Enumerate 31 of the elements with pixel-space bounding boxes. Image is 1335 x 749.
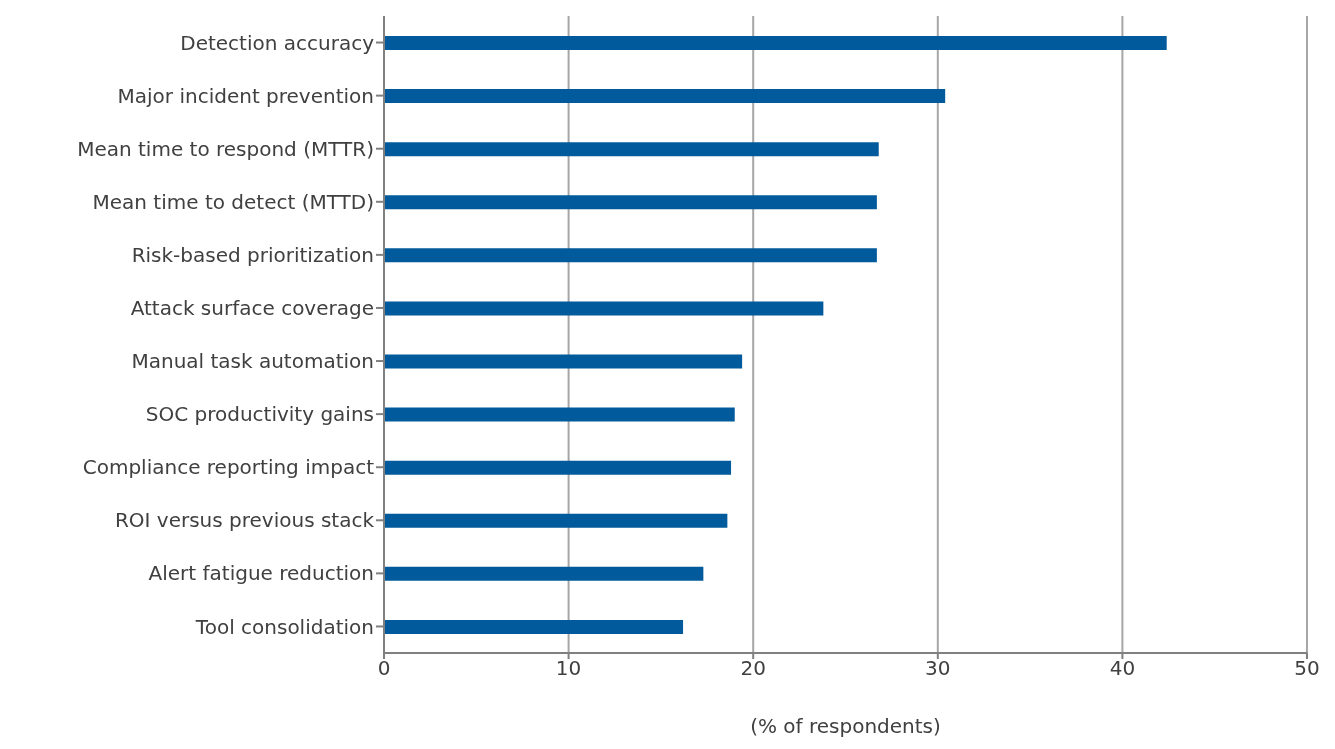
x-tick-label: 10	[555, 656, 582, 681]
bar	[384, 195, 877, 210]
bar	[384, 460, 732, 475]
x-axis-title: (% of respondents)	[750, 714, 941, 738]
y-tick-label: Manual task automation	[131, 349, 374, 374]
bar	[384, 301, 824, 316]
y-tick-label: Compliance reporting impact	[82, 455, 375, 480]
bar	[384, 566, 704, 581]
bar	[384, 36, 1167, 50]
y-tick-label: ROI versus previous stack	[114, 508, 375, 533]
bar	[384, 354, 743, 369]
x-tick-label: 20	[740, 656, 766, 681]
bar	[384, 142, 879, 157]
bar	[384, 619, 684, 634]
y-tick-label: Risk-based prioritization	[131, 242, 374, 267]
bar	[384, 407, 735, 422]
x-tick-label: 30	[925, 656, 951, 681]
y-tick-label: SOC productivity gains	[145, 402, 374, 427]
y-tick-label: Alert fatigue reduction	[148, 561, 374, 586]
x-tick-label: 50	[1294, 656, 1320, 681]
bar	[384, 513, 728, 528]
y-tick-label: Mean time to respond (MTTR)	[77, 136, 374, 161]
bar	[384, 248, 877, 263]
x-tick-label: 40	[1109, 656, 1136, 681]
y-tick-label: Attack surface coverage	[130, 296, 374, 321]
bar	[384, 89, 946, 104]
y-tick-label: Detection accuracy	[180, 30, 375, 55]
x-tick-label: 0	[377, 656, 391, 681]
y-tick-label: Mean time to detect (MTTD)	[92, 189, 374, 214]
y-tick-label: Major incident prevention	[117, 83, 374, 108]
y-tick-label: Tool consolidation	[194, 614, 374, 639]
